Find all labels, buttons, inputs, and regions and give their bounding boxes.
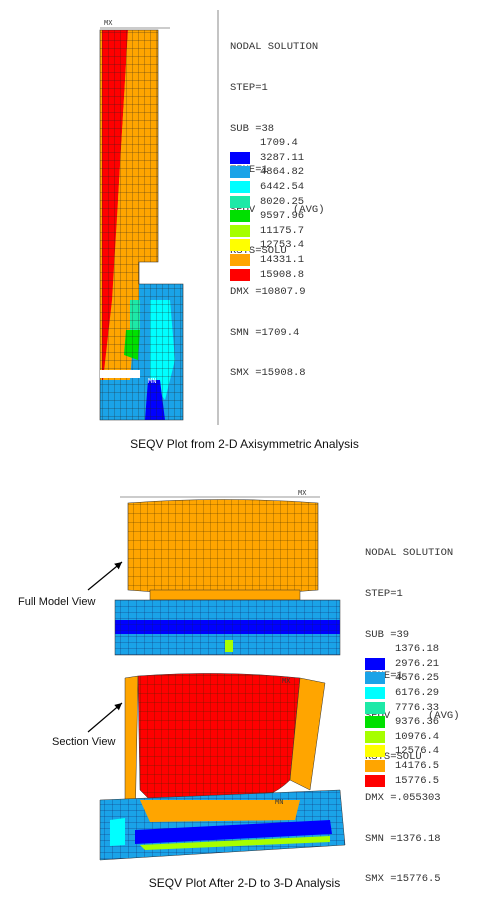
legend-line: STEP=1: [230, 81, 268, 94]
legend-row: 14331.1: [230, 253, 304, 268]
legend-value: 15776.5: [395, 774, 440, 787]
legend-swatch: [365, 730, 385, 743]
legend-row: 15776.5: [365, 773, 439, 788]
legend-line: DMX =10807.9: [230, 285, 306, 298]
legend-swatch: [365, 643, 385, 656]
legend-value: 12576.4: [395, 745, 440, 758]
legend-value: 10976.4: [395, 730, 440, 743]
legend-value: 4576.25: [395, 672, 440, 685]
legend-swatch: [230, 239, 250, 252]
legend-row: 2976.21: [365, 657, 439, 672]
legend-row: 4576.25: [365, 671, 439, 686]
legend-swatch: [230, 254, 250, 267]
plot2-legend-scale: 1376.18 2976.21 4576.25 6176.29 7776.33 …: [365, 642, 439, 788]
plot2-mx-label: MX: [298, 490, 307, 498]
legend-value: 3287.11: [260, 151, 305, 164]
legend-swatch: [230, 195, 250, 208]
plot2-panel: MX MX MN Full Model View Section View NO…: [0, 480, 489, 885]
legend-line: DMX =.055303: [365, 791, 441, 804]
legend-row: 1709.4: [230, 136, 304, 151]
legend-swatch: [365, 687, 385, 700]
legend-value: 9376.36: [395, 716, 440, 729]
legend-value: 11175.7: [260, 224, 305, 237]
legend-swatch: [230, 137, 250, 150]
legend-line: SUB =39: [365, 628, 410, 641]
legend-row: 3287.11: [230, 151, 304, 166]
legend-line: SMX =15908.8: [230, 367, 306, 380]
legend-swatch: [365, 672, 385, 685]
legend-swatch: [365, 657, 385, 670]
legend-row: 6176.29: [365, 686, 439, 701]
legend-line: SMX =15776.5: [365, 873, 441, 886]
section-view-label: Section View: [52, 736, 116, 748]
legend-row: 8020.25: [230, 194, 304, 209]
legend-row: 14176.5: [365, 759, 439, 774]
legend-line: SMN =1709.4: [230, 326, 300, 339]
legend-row: 9597.96: [230, 209, 304, 224]
legend-line: SUB =38: [230, 122, 275, 135]
legend-value: 2976.21: [395, 657, 440, 670]
plot2-caption: SEQV Plot After 2-D to 3-D Analysis: [148, 876, 341, 890]
legend-swatch: [230, 224, 250, 237]
legend-swatch: [365, 716, 385, 729]
legend-value: 9597.96: [260, 210, 305, 223]
plot1-legend-scale: 1709.4 3287.11 4864.82 6442.54 8020.25 9…: [230, 136, 304, 282]
legend-value: 1376.18: [395, 643, 440, 656]
legend-row: 11175.7: [230, 224, 304, 239]
legend-line: STEP=1: [365, 587, 403, 600]
legend-swatch: [230, 268, 250, 281]
legend-row: 15908.8: [230, 267, 304, 282]
plot2-mesh: [87, 496, 346, 861]
legend-value: 7776.33: [395, 701, 440, 714]
plot1-mx-label: MX: [104, 20, 113, 28]
legend-row: 6442.54: [230, 180, 304, 195]
legend-value: 8020.25: [260, 195, 305, 208]
legend-row: 7776.33: [365, 700, 439, 715]
legend-value: 6176.29: [395, 687, 440, 700]
legend-row: 10976.4: [365, 730, 439, 745]
legend-swatch: [365, 760, 385, 773]
legend-row: 12753.4: [230, 238, 304, 253]
legend-value: 12753.4: [260, 239, 305, 252]
legend-line: NODAL SOLUTION: [365, 547, 454, 560]
legend-swatch: [230, 210, 250, 223]
plot2-mx-section-label: MX: [282, 678, 291, 686]
legend-value: 4864.82: [260, 166, 305, 179]
legend-swatch: [365, 701, 385, 714]
legend-swatch: [230, 166, 250, 179]
legend-swatch: [365, 745, 385, 758]
legend-value: 1709.4: [260, 137, 298, 150]
legend-value: 15908.8: [260, 268, 305, 281]
legend-swatch: [230, 181, 250, 194]
legend-swatch: [230, 151, 250, 164]
plot1-mesh: [99, 10, 219, 425]
plot1-caption: SEQV Plot from 2-D Axisymmetric Analysis: [130, 437, 359, 451]
legend-row: 4864.82: [230, 165, 304, 180]
legend-swatch: [365, 774, 385, 787]
legend-line: NODAL SOLUTION: [230, 41, 319, 54]
legend-value: 14176.5: [395, 760, 440, 773]
plot2-mn-label: MN: [275, 799, 284, 807]
plot1-mn-label: MN: [148, 378, 157, 386]
legend-row: 12576.4: [365, 744, 439, 759]
legend-line: SMN =1376.18: [365, 832, 441, 845]
legend-row: 9376.36: [365, 715, 439, 730]
plot1-panel: MX MN NODAL SOLUTION STEP=1 SUB =38 TIME…: [0, 0, 489, 430]
legend-row: 1376.18: [365, 642, 439, 657]
legend-value: 6442.54: [260, 181, 305, 194]
full-model-view-label: Full Model View: [18, 596, 96, 608]
legend-value: 14331.1: [260, 254, 305, 267]
